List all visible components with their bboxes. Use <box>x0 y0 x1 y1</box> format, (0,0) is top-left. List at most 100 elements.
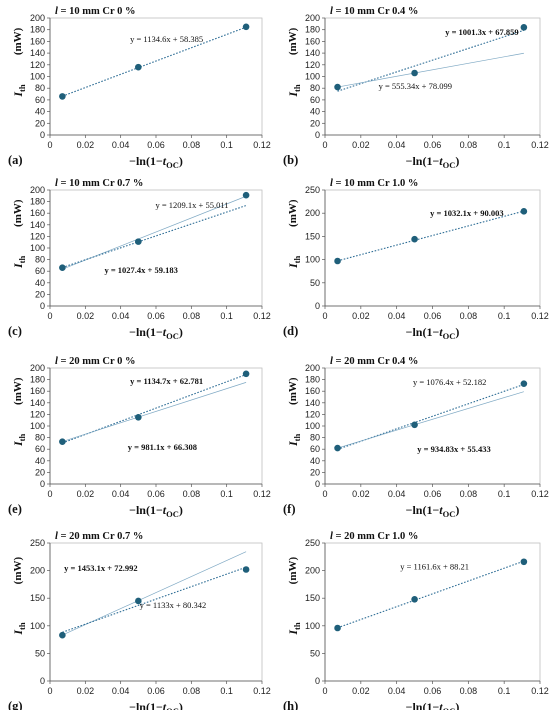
fit-equation: y = 1134.7x + 62.781 <box>130 376 203 386</box>
panel-label: (c) <box>8 324 22 338</box>
y-tick-label: 80 <box>35 255 45 265</box>
x-tick-label: 0.02 <box>77 489 95 499</box>
y-axis-unit: (mW) <box>287 377 299 405</box>
x-tick-label: 0.04 <box>112 489 130 499</box>
x-tick-label: 0.04 <box>388 489 406 499</box>
fit-line <box>62 382 247 442</box>
y-tick-label: 0 <box>40 479 45 489</box>
x-tick-label: 0.02 <box>352 311 370 321</box>
y-tick-label: 140 <box>30 220 45 230</box>
x-tick-label: 0.12 <box>253 686 271 696</box>
x-tick-label: 0.1 <box>498 140 511 150</box>
x-axis-label: −ln(1−tOC) <box>129 503 183 519</box>
x-tick-label: 0.1 <box>220 140 233 150</box>
data-point <box>135 414 142 421</box>
y-tick-label: 20 <box>35 467 45 477</box>
y-tick-label: 0 <box>315 130 320 140</box>
y-tick-label: 160 <box>30 208 45 218</box>
y-axis-unit: (mW) <box>12 199 24 227</box>
y-axis-label: Ith <box>286 622 302 636</box>
x-tick-label: 0.08 <box>183 489 201 499</box>
panel-label: (d) <box>283 324 298 338</box>
x-tick-label: 0 <box>47 686 52 696</box>
x-tick-label: 0.02 <box>352 686 370 696</box>
panel-label: (g) <box>8 699 23 710</box>
x-tick-label: 0.1 <box>498 311 511 321</box>
y-tick-label: 0 <box>315 301 320 311</box>
y-tick-label: 40 <box>35 278 45 288</box>
x-tick-label: 0.1 <box>220 686 233 696</box>
data-point <box>135 238 142 245</box>
y-tick-label: 20 <box>310 467 320 477</box>
fit-equation: y = 934.83x + 55.433 <box>417 444 490 454</box>
y-tick-label: 40 <box>310 456 320 466</box>
x-tick-label: 0.04 <box>388 140 406 150</box>
y-tick-label: 50 <box>35 648 45 658</box>
x-tick-label: 0.02 <box>77 311 95 321</box>
x-tick-label: 0.08 <box>460 686 478 696</box>
y-tick-label: 160 <box>30 36 45 46</box>
fit-equation: y = 555.34x + 78.099 <box>379 81 452 91</box>
panel-title: l = 10 mm Cr 0 % <box>55 6 135 17</box>
x-tick-label: 0.08 <box>460 311 478 321</box>
y-axis-label: Ith <box>11 256 27 270</box>
y-tick-label: 150 <box>30 593 45 603</box>
x-axis-label: −ln(1−tOC) <box>406 154 460 170</box>
y-tick-label: 100 <box>30 421 45 431</box>
y-tick-label: 180 <box>30 375 45 385</box>
y-tick-label: 140 <box>305 398 320 408</box>
x-tick-label: 0 <box>322 140 327 150</box>
data-point <box>334 624 341 632</box>
y-tick-label: 100 <box>30 72 45 82</box>
y-tick-label: 180 <box>305 25 320 35</box>
y-tick-label: 160 <box>30 386 45 396</box>
panel-title: l = 10 mm Cr 0.4 % <box>330 6 418 17</box>
x-tick-label: 0.06 <box>147 489 165 499</box>
x-axis-label: −ln(1−tOC) <box>406 325 460 341</box>
data-point <box>411 596 418 603</box>
x-tick-label: 0.02 <box>352 140 370 150</box>
y-tick-label: 120 <box>30 231 45 241</box>
y-tick-label: 50 <box>310 648 320 658</box>
x-tick-label: 0.12 <box>253 140 271 150</box>
y-tick-label: 100 <box>305 255 320 265</box>
fit-line <box>337 210 525 262</box>
y-axis-unit: (mW) <box>287 199 299 227</box>
y-tick-label: 180 <box>305 375 320 385</box>
panel-title: l = 20 mm Cr 1.0 % <box>330 531 418 542</box>
x-tick-label: 0.1 <box>498 489 511 499</box>
y-tick-label: 20 <box>35 289 45 299</box>
x-tick-label: 0.06 <box>424 686 442 696</box>
x-axis-label: −ln(1−tOC) <box>129 154 183 170</box>
x-tick-label: 0.12 <box>531 311 549 321</box>
fit-equation: y = 1134.6x + 58.385 <box>130 34 203 44</box>
fit-equation: y = 1453.1x + 72.992 <box>64 563 137 573</box>
data-point <box>520 24 528 31</box>
y-tick-label: 100 <box>305 421 320 431</box>
y-axis-label: Ith <box>11 84 27 98</box>
y-axis-label: Ith <box>11 622 27 636</box>
x-tick-label: 0 <box>47 311 52 321</box>
y-axis-unit: (mW) <box>287 557 299 585</box>
x-tick-label: 0 <box>322 489 327 499</box>
y-tick-label: 100 <box>305 621 320 631</box>
panel-title: l = 10 mm Cr 0.7 % <box>55 178 143 189</box>
y-axis-unit: (mW) <box>12 377 24 405</box>
y-tick-label: 160 <box>305 36 320 46</box>
data-point <box>334 444 341 452</box>
x-tick-label: 0.04 <box>112 140 130 150</box>
panel-label: (e) <box>8 502 22 516</box>
data-point <box>242 566 250 573</box>
y-tick-label: 150 <box>305 231 320 241</box>
panel-h: 0 50 100 150 200 250 0 0.02 0.04 0.06 0.08 0.1 0.12 y… <box>283 531 549 710</box>
x-axis-label: −ln(1−tOC) <box>406 700 460 710</box>
panel-g: 0 50 100 150 200 250 0 0.02 0.04 0.06 0.08 0.1 0.12 y… <box>8 531 271 710</box>
x-tick-label: 0.12 <box>253 311 271 321</box>
fit-line <box>337 52 524 88</box>
y-tick-label: 200 <box>30 13 45 23</box>
x-tick-label: 0.1 <box>220 489 233 499</box>
data-point <box>242 370 250 378</box>
